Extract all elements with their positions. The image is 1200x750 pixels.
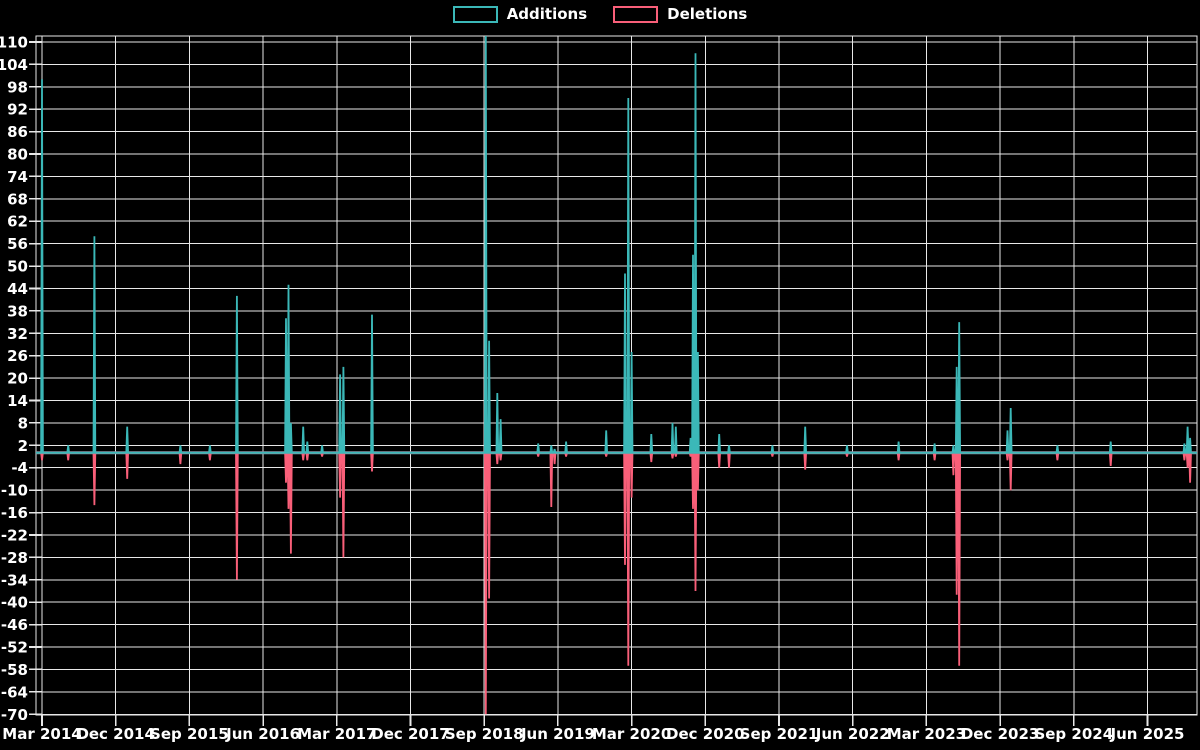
x-tick-label: Jun 2025 (1110, 725, 1185, 743)
y-tick-label: -34 (1, 571, 28, 589)
x-tick-label: Mar 2023 (887, 725, 966, 743)
legend-item-additions[interactable]: Additions (452, 5, 588, 23)
y-tick-label: 80 (7, 146, 28, 164)
y-tick-label: -22 (1, 526, 28, 544)
additions-swatch-icon (452, 5, 498, 23)
y-tick-label: -16 (1, 504, 28, 522)
y-tick-label: 32 (7, 325, 28, 343)
legend-item-deletions[interactable]: Deletions (613, 5, 747, 23)
y-tick-label: 86 (7, 123, 28, 141)
y-tick-label: 38 (7, 302, 28, 320)
y-tick-label: -4 (11, 459, 28, 477)
x-tick-label: Mar 2020 (592, 725, 671, 743)
y-tick-label: -64 (1, 683, 28, 701)
chart-legend: Additions Deletions (0, 5, 1200, 23)
x-tick-label: Dec 2023 (961, 725, 1040, 743)
x-tick-label: Dec 2014 (76, 725, 155, 743)
y-tick-label: -10 (1, 482, 28, 500)
x-tick-label: Sep 2015 (150, 725, 229, 743)
y-tick-label: -46 (1, 616, 28, 634)
y-tick-label: 104 (0, 56, 28, 74)
y-tick-label: -52 (1, 639, 28, 657)
y-tick-label: 20 (7, 370, 28, 388)
y-tick-label: 2 (18, 437, 28, 455)
y-tick-label: -28 (1, 549, 28, 567)
deletions-swatch-icon (613, 5, 659, 23)
y-tick-label: 50 (7, 258, 28, 276)
y-tick-label: 68 (7, 190, 28, 208)
y-tick-label: -70 (1, 706, 28, 724)
legend-label-deletions: Deletions (667, 5, 748, 23)
y-tick-label: 8 (18, 414, 28, 432)
y-tick-label: 56 (7, 235, 28, 253)
x-tick-label: Jun 2019 (520, 725, 595, 743)
deletions-series-line (36, 451, 1197, 715)
x-tick-label: Mar 2017 (297, 725, 376, 743)
x-tick-label: Sep 2018 (445, 725, 524, 743)
x-tick-label: Dec 2017 (371, 725, 450, 743)
y-tick-label: 74 (7, 168, 28, 186)
y-tick-label: 26 (7, 347, 28, 365)
y-tick-label: -58 (1, 661, 28, 679)
legend-label-additions: Additions (506, 5, 588, 23)
y-tick-label: 62 (7, 213, 28, 231)
y-tick-label: 14 (7, 392, 28, 410)
x-tick-label: Mar 2014 (2, 725, 81, 743)
y-tick-label: 98 (7, 78, 28, 96)
y-tick-label: 110 (0, 33, 28, 51)
x-tick-label: Jun 2016 (225, 725, 300, 743)
y-tick-label: -40 (1, 594, 28, 612)
x-tick-label: Dec 2020 (666, 725, 745, 743)
y-tick-label: 44 (7, 280, 28, 298)
x-tick-label: Sep 2021 (740, 725, 819, 743)
x-tick-label: Jun 2022 (815, 725, 890, 743)
x-tick-label: Sep 2024 (1034, 725, 1113, 743)
y-tick-label: 92 (7, 101, 28, 119)
additions-series-line (36, 36, 1197, 454)
